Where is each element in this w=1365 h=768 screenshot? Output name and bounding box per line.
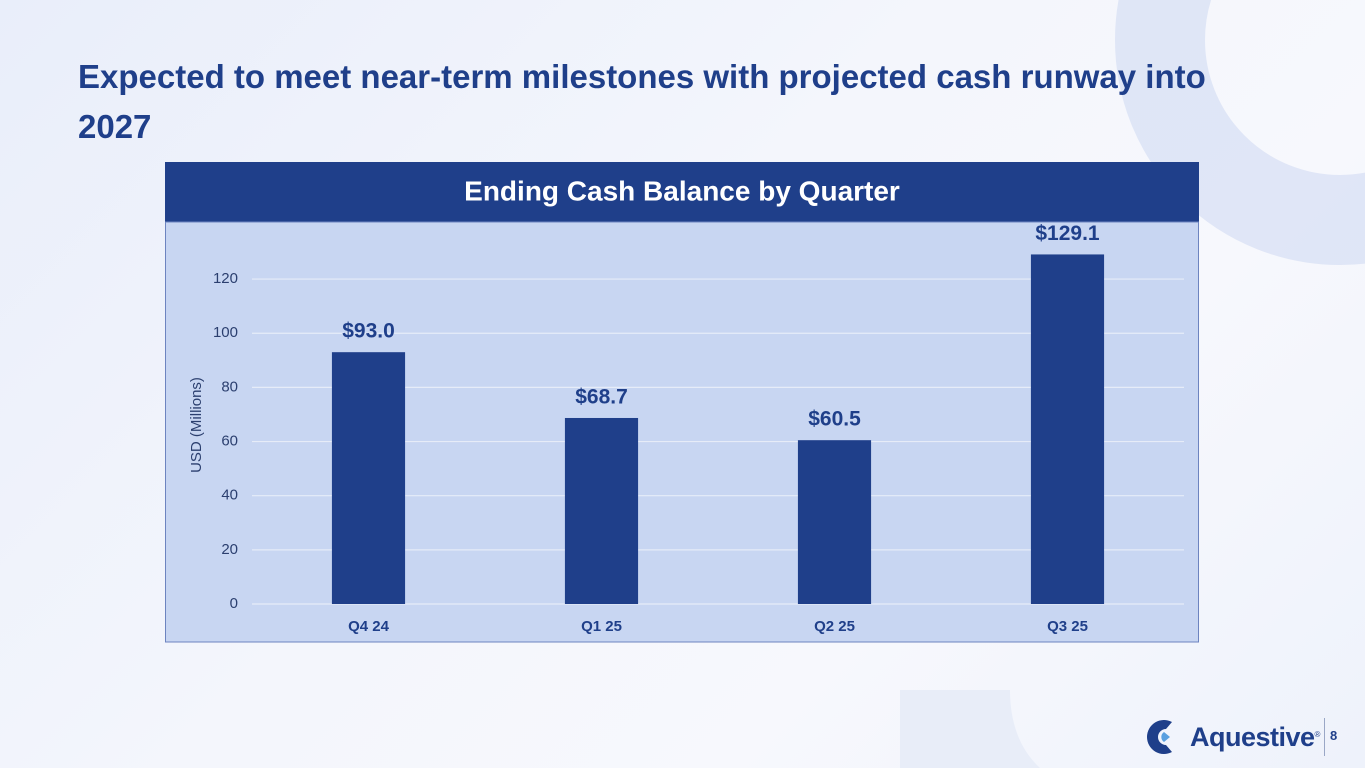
bar (1030, 254, 1105, 604)
logo: Aquestive ® (1142, 716, 1320, 758)
data-label: $129.1 (1035, 222, 1100, 245)
data-label: $93.0 (342, 320, 395, 343)
chart-title: Ending Cash Balance by Quarter (464, 175, 900, 206)
data-label: $60.5 (808, 408, 861, 431)
y-tick-label: 0 (230, 595, 238, 612)
x-tick-label: Q4 24 (348, 618, 390, 635)
logo-text: Aquestive (1190, 721, 1315, 752)
data-label: $68.7 (575, 386, 628, 409)
y-tick-label: 120 (213, 270, 238, 287)
y-tick-label: 60 (221, 433, 238, 450)
bar (331, 352, 406, 604)
y-axis-label: USD (Millions) (188, 377, 205, 473)
bar (797, 440, 872, 604)
chart-header (165, 162, 1199, 222)
logo-trademark: ® (1314, 730, 1321, 739)
bar (564, 417, 639, 604)
x-tick-label: Q3 25 (1047, 618, 1088, 635)
y-tick-label: 80 (221, 378, 238, 395)
logo-icon (1147, 720, 1172, 754)
x-tick-label: Q2 25 (814, 618, 855, 635)
x-tick-label: Q1 25 (581, 618, 622, 635)
divider (1324, 718, 1325, 756)
page-number: 8 (1330, 728, 1338, 743)
y-tick-label: 100 (213, 324, 238, 341)
decor-shape (900, 690, 1040, 768)
y-tick-label: 40 (221, 487, 238, 504)
y-tick-label: 20 (221, 541, 238, 558)
decor-arc (1115, 0, 1365, 265)
slide-title: Expected to meet near-term milestones wi… (78, 58, 1206, 145)
